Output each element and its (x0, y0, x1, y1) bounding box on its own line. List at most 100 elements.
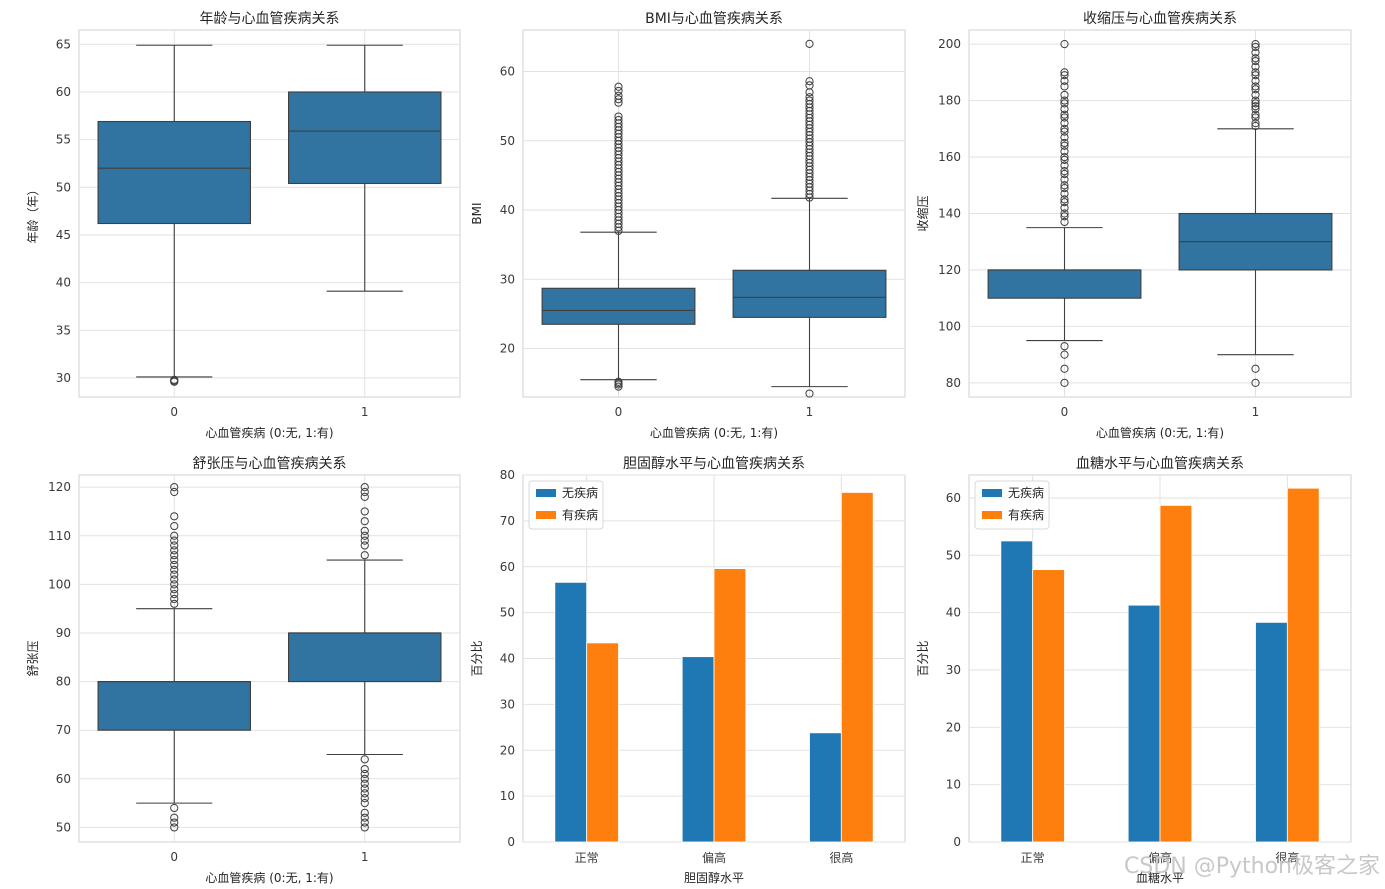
box-outlier (1251, 82, 1260, 91)
box-outlier (614, 112, 623, 121)
box-outlier (360, 541, 369, 550)
legend-label: 无疾病 (562, 485, 598, 500)
box-outlier (1251, 48, 1260, 57)
watermark: CSDN @Python极客之家 (1124, 854, 1380, 879)
box-outlier (170, 531, 179, 540)
y-tick-label: 20 (500, 342, 515, 356)
box-outlier (1060, 68, 1069, 77)
y-tick-label: 110 (48, 529, 71, 543)
box-outlier (805, 93, 814, 102)
box-outlier (1251, 62, 1260, 71)
x-tick-label: 正常 (575, 851, 599, 865)
bar-2 (840, 492, 874, 843)
box-body (732, 269, 887, 318)
chart-title: 血糖水平与心血管疾病关系 (1076, 456, 1244, 472)
x-tick-label: 0 (615, 405, 623, 419)
y-tick-label: 120 (938, 263, 961, 277)
box-outlier (614, 377, 623, 386)
bar-1 (1000, 540, 1034, 843)
y-tick-label: 90 (56, 626, 71, 640)
y-tick-label: 80 (946, 376, 961, 390)
y-axis-label: 收缩压 (915, 195, 930, 231)
box-outlier (1251, 104, 1260, 114)
box-outlier (1060, 364, 1069, 373)
y-tick-label: 120 (48, 480, 71, 494)
y-tick-label: 10 (946, 778, 961, 792)
box-outlier (1060, 124, 1069, 133)
y-tick-label: 20 (946, 720, 961, 734)
box-outlier (360, 551, 369, 560)
chart-title: BMI与心血管疾病关系 (645, 11, 783, 27)
bar-2 (1286, 487, 1320, 843)
bar-1 (809, 732, 842, 843)
legend-swatch (536, 489, 556, 497)
y-tick-label: 80 (56, 675, 71, 689)
box-outlier (360, 823, 369, 832)
y-tick-label: 50 (500, 134, 515, 148)
box-body (541, 287, 696, 325)
box-outlier (614, 86, 623, 96)
box-outlier (170, 560, 179, 570)
box-outlier (1060, 138, 1069, 148)
box-outlier (1060, 212, 1069, 221)
box-outlier (1060, 82, 1069, 91)
y-tick-label: 100 (938, 319, 961, 333)
box-outlier (1060, 175, 1069, 184)
box-outlier (614, 95, 623, 104)
box-outlier (360, 483, 369, 492)
y-axis-label: BMI (470, 202, 484, 224)
box-outlier (1060, 181, 1069, 190)
y-tick-label: 0 (507, 835, 515, 849)
y-tick-label: 30 (56, 371, 71, 385)
legend-label: 有疾病 (562, 507, 598, 522)
y-tick-label: 50 (500, 606, 515, 620)
bar-1 (681, 656, 715, 843)
box-outlier (1251, 378, 1260, 387)
box-outlier (170, 585, 179, 594)
box-outlier (170, 555, 179, 565)
plot-area (522, 29, 906, 398)
y-tick-label: 160 (938, 150, 961, 164)
x-axis-label: 心血管疾病 (0:无, 1:有) (650, 425, 778, 440)
y-tick-label: 50 (56, 180, 71, 194)
box-outlier (170, 599, 179, 608)
box-outlier (1251, 364, 1260, 373)
box-outlier (170, 803, 179, 813)
box-outlier (170, 483, 179, 492)
chart-title: 舒张压与心血管疾病关系 (193, 456, 347, 472)
box-outlier (1060, 127, 1069, 136)
box-outlier (1251, 121, 1260, 131)
y-tick-label: 55 (56, 133, 71, 147)
box-outlier (360, 517, 369, 526)
x-tick-label: 1 (806, 405, 814, 419)
legend-swatch (982, 489, 1002, 497)
box-body (987, 269, 1142, 299)
box-outlier (360, 818, 369, 827)
box-outlier (170, 546, 179, 555)
y-tick-label: 40 (500, 652, 515, 666)
x-tick-label: 1 (1252, 405, 1260, 419)
box-outlier (360, 813, 369, 822)
y-tick-label: 100 (48, 577, 71, 591)
y-tick-label: 70 (56, 723, 71, 737)
y-tick-label: 200 (938, 37, 961, 51)
box-outlier (360, 779, 369, 788)
box-outlier (1251, 85, 1260, 94)
x-tick-label: 1 (361, 850, 369, 864)
box-outlier (1251, 42, 1260, 52)
box-outlier (614, 82, 623, 91)
y-tick-label: 40 (946, 606, 961, 620)
box-outlier (1251, 99, 1260, 108)
box-outlier (1060, 183, 1069, 193)
box-outlier (1060, 203, 1069, 212)
box-outlier (170, 521, 179, 531)
box-outlier (1251, 90, 1260, 100)
box-outlier (170, 818, 179, 827)
box-outlier (805, 81, 814, 90)
box-outlier (170, 512, 179, 521)
box-outlier (1060, 40, 1069, 49)
box-body (97, 120, 251, 225)
